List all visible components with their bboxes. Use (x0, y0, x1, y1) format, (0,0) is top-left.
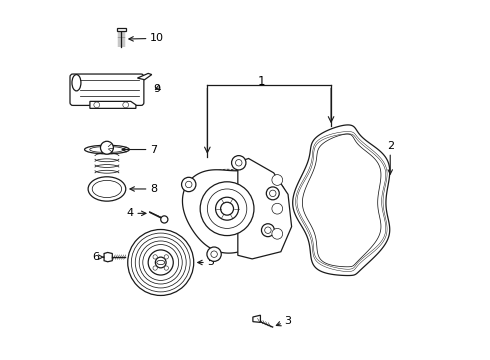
Ellipse shape (157, 260, 165, 265)
Polygon shape (293, 125, 390, 275)
Circle shape (161, 216, 168, 223)
Text: 3: 3 (276, 316, 292, 326)
Circle shape (272, 203, 283, 214)
Text: 8: 8 (130, 184, 157, 194)
Circle shape (148, 250, 173, 275)
Circle shape (182, 177, 196, 192)
Circle shape (207, 247, 221, 261)
Text: 2: 2 (387, 141, 394, 174)
Ellipse shape (92, 180, 122, 198)
Circle shape (272, 228, 283, 239)
Circle shape (262, 224, 274, 237)
Text: 4: 4 (126, 208, 146, 219)
Ellipse shape (90, 147, 124, 153)
Polygon shape (90, 102, 136, 108)
Circle shape (123, 102, 128, 108)
Circle shape (139, 241, 182, 284)
Circle shape (270, 190, 276, 197)
Text: 9: 9 (153, 84, 161, 94)
Circle shape (143, 244, 179, 280)
Circle shape (153, 255, 157, 259)
Polygon shape (104, 252, 112, 262)
Ellipse shape (88, 177, 126, 201)
Circle shape (211, 251, 218, 257)
Ellipse shape (72, 75, 81, 91)
Circle shape (272, 175, 283, 185)
Text: 6: 6 (93, 252, 104, 262)
Text: 5: 5 (198, 257, 214, 267)
Circle shape (155, 257, 166, 268)
Circle shape (164, 266, 169, 270)
Circle shape (220, 202, 234, 215)
Circle shape (94, 102, 99, 108)
Circle shape (236, 159, 242, 166)
Circle shape (207, 189, 247, 228)
Circle shape (128, 229, 194, 296)
Polygon shape (182, 170, 288, 253)
Circle shape (200, 182, 254, 235)
Circle shape (232, 156, 246, 170)
Polygon shape (302, 134, 381, 267)
Circle shape (267, 187, 279, 200)
Text: 7: 7 (122, 144, 157, 154)
Polygon shape (253, 315, 260, 322)
Circle shape (186, 181, 192, 188)
Circle shape (216, 197, 239, 220)
Circle shape (153, 266, 157, 270)
Text: 1: 1 (257, 75, 265, 88)
Polygon shape (137, 73, 152, 80)
Polygon shape (238, 158, 292, 259)
Text: 10: 10 (129, 33, 164, 43)
Polygon shape (117, 28, 126, 31)
Ellipse shape (85, 145, 129, 154)
Circle shape (100, 141, 113, 154)
Circle shape (135, 237, 186, 288)
Circle shape (265, 227, 271, 233)
Circle shape (188, 169, 267, 248)
FancyBboxPatch shape (70, 74, 144, 105)
Circle shape (164, 255, 169, 259)
Circle shape (131, 233, 190, 292)
